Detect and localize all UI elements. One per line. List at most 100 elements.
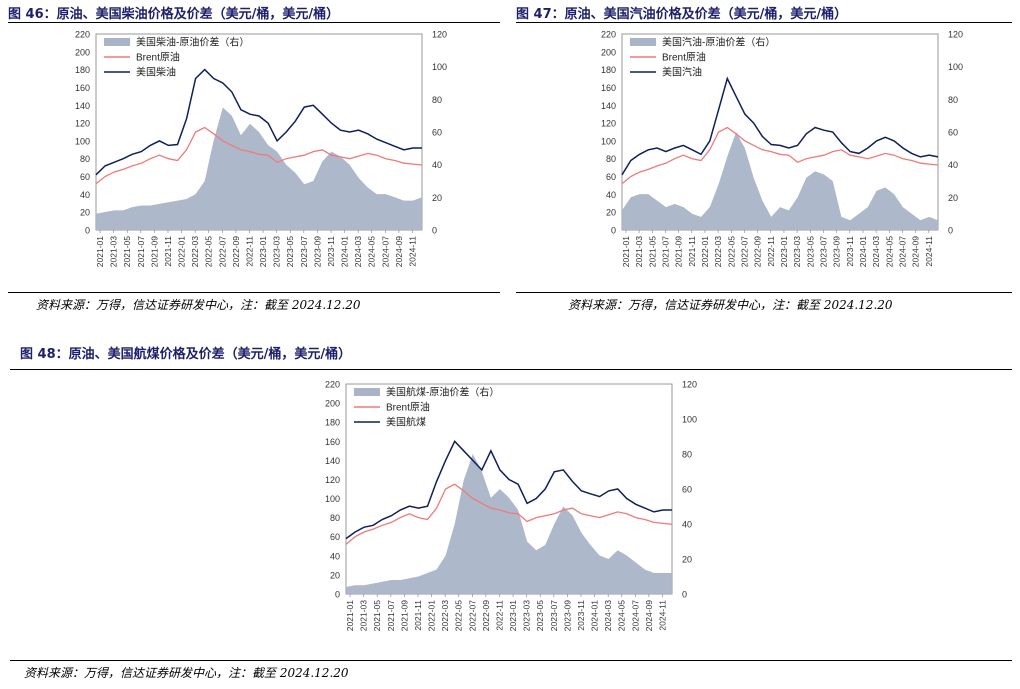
figure-48-bottom-rule [10, 660, 1012, 661]
x-tick-label: 2024-03 [603, 600, 613, 631]
y-right-tick-label: 100 [948, 62, 963, 72]
y-left-tick-label: 200 [601, 47, 616, 57]
legend-label: 美国航煤 [386, 416, 426, 429]
x-tick-label: 2023-11 [576, 600, 586, 631]
x-tick-label: 2024-05 [617, 600, 627, 631]
y-left-tick-label: 140 [601, 101, 616, 111]
y-left-tick-label: 40 [80, 190, 90, 200]
x-tick-label: 2022-03 [440, 600, 450, 631]
x-tick-label: 2021-11 [163, 236, 173, 267]
x-tick-label: 2023-07 [549, 600, 559, 631]
y-right-tick-label: 40 [682, 520, 692, 530]
x-tick-label: 2023-03 [792, 236, 802, 267]
figure-47-source: 资料来源：万得，信达证券研发中心，注：截至 2024.12.20 [568, 298, 893, 312]
x-tick-label: 2022-09 [481, 600, 491, 631]
x-tick-label: 2022-01 [177, 236, 187, 267]
y-right-tick-label: 60 [948, 128, 958, 138]
x-tick-label: 2022-09 [753, 236, 763, 267]
x-tick-label: 2023-11 [845, 236, 855, 267]
y-right-tick-label: 120 [432, 30, 447, 40]
y-left-tick-label: 20 [606, 208, 616, 218]
y-left-tick-label: 180 [75, 65, 90, 75]
chart-47: 0 20 40 60 80 100 120 140 160 180 200 220 0 20 40 60 80 1… [601, 30, 963, 268]
y-left-tick-label: 120 [75, 119, 90, 129]
x-tick-label: 2023-05 [535, 600, 545, 631]
x-tick-label: 2023-11 [326, 236, 336, 267]
x-tick-label: 2022-01 [427, 600, 437, 631]
x-tick-label: 2024-11 [924, 236, 934, 267]
x-tick-label: 2021-07 [136, 236, 146, 267]
x-tick-label: 2021-05 [647, 236, 657, 267]
x-tick-label: 2022-11 [494, 600, 504, 631]
x-tick-label: 2023-05 [285, 236, 295, 267]
y-left-tick-label: 100 [325, 494, 340, 504]
chart-panel-47: 0 20 40 60 80 100 120 140 160 180 200 220 0 20 40 60 80 1… [576, 26, 986, 288]
x-tick-label: 2023-09 [832, 236, 842, 267]
series-line-product [95, 68, 422, 176]
legend-label: 美国汽油-原油价差（右） [662, 36, 775, 49]
x-tick-label: 2021-11 [413, 600, 423, 631]
x-tick-label: 2023-01 [779, 236, 789, 267]
x-tick-label: 2021-07 [660, 236, 670, 267]
x-tick-label: 2022-03 [713, 236, 723, 267]
x-tick-label: 2024-01 [340, 236, 350, 267]
y-right-tick-label: 80 [948, 95, 958, 105]
x-tick-label: 2023-03 [272, 236, 282, 267]
y-left-tick-label: 140 [325, 456, 340, 466]
x-tick-label: 2022-05 [454, 600, 464, 631]
x-tick-label: 2024-09 [644, 600, 654, 631]
series-line-brent [345, 483, 673, 545]
figure-48-top-rule [10, 369, 1012, 370]
x-tick-label: 2024-09 [394, 236, 404, 267]
y-right-tick-label: 60 [432, 128, 442, 138]
y-right-tick-label: 20 [948, 193, 958, 203]
legend-swatch-spread [104, 38, 130, 46]
legend-label: 美国汽油 [662, 66, 702, 79]
legend-label: 美国柴油-原油价差（右） [136, 36, 249, 49]
y-right-tick-label: 20 [432, 193, 442, 203]
chart-panel-48: 0 20 40 60 80 100 120 140 160 180 200 220 0 20 40 60 80 1… [300, 376, 720, 652]
x-tick-label: 2021-11 [687, 236, 697, 267]
series-line-product [345, 439, 672, 540]
x-tick-label: 2021-05 [372, 600, 382, 631]
x-tick-label: 2024-09 [911, 236, 921, 267]
legend-label: Brent原油 [136, 51, 180, 64]
legend-label: Brent原油 [662, 51, 706, 64]
x-tick-label: 2022-07 [217, 236, 227, 267]
y-left-tick-label: 40 [330, 551, 340, 561]
legend-label: 美国航煤-原油价差（右） [386, 386, 499, 399]
x-tick-label: 2021-07 [386, 600, 396, 631]
chart-48: 0 20 40 60 80 100 120 140 160 180 200 220 0 20 40 60 80 1… [325, 380, 697, 632]
x-tick-label: 2021-01 [621, 236, 631, 267]
figure-48-title: 图 48：原油、美国航煤价格及价差（美元/桶，美元/桶） [20, 347, 352, 362]
figure-46-source: 资料来源：万得，信达证券研发中心，注：截至 2024.12.20 [36, 298, 361, 312]
y-left-tick-label: 120 [325, 475, 340, 485]
figure-47-bottom-rule [516, 292, 1012, 293]
y-left-tick-label: 0 [335, 590, 340, 600]
x-tick-label: 2024-01 [590, 600, 600, 631]
x-tick-label: 2021-01 [95, 236, 105, 267]
legend-label: 美国柴油 [136, 66, 176, 79]
y-left-tick-label: 120 [601, 119, 616, 129]
x-tick-label: 2024-07 [897, 236, 907, 267]
y-right-tick-label: 60 [682, 485, 692, 495]
figure-48-source: 资料来源：万得，信达证券研发中心，注：截至 2024.12.20 [24, 666, 349, 680]
x-tick-label: 2021-03 [109, 236, 119, 267]
y-left-tick-label: 60 [606, 172, 616, 182]
series-line-brent [95, 126, 423, 185]
x-tick-label: 2023-07 [299, 236, 309, 267]
chart-46: 0 20 40 60 80 100 120 140 160 180 200 220 0 20 40 60 80 1… [75, 30, 447, 268]
y-left-tick-label: 220 [75, 30, 90, 40]
x-tick-label: 2023-09 [562, 600, 572, 631]
y-left-tick-label: 60 [330, 532, 340, 542]
x-tick-label: 2023-01 [258, 236, 268, 267]
x-tick-label: 2021-05 [122, 236, 132, 267]
figure-47-top-rule [516, 22, 1012, 23]
y-left-tick-label: 220 [601, 30, 616, 40]
figure-46-bottom-rule [8, 292, 500, 293]
y-left-tick-label: 80 [606, 154, 616, 164]
x-tick-label: 2022-07 [467, 600, 477, 631]
y-left-tick-label: 100 [75, 136, 90, 146]
y-right-tick-label: 40 [948, 160, 958, 170]
x-tick-label: 2021-03 [634, 236, 644, 267]
